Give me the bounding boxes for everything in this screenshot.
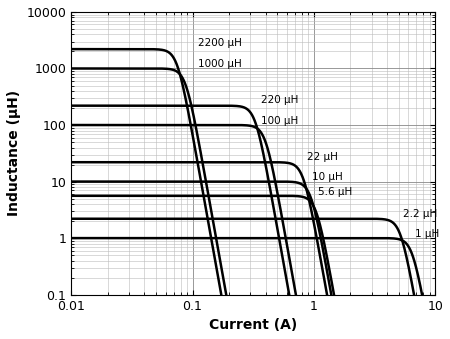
Text: 1 μH: 1 μH — [415, 229, 439, 239]
Text: 5.6 μH: 5.6 μH — [318, 187, 352, 197]
Text: 100 μH: 100 μH — [261, 116, 299, 125]
X-axis label: Current (A): Current (A) — [209, 318, 297, 332]
Text: 22 μH: 22 μH — [307, 152, 338, 162]
Y-axis label: Inductance (μH): Inductance (μH) — [7, 90, 21, 216]
Text: 220 μH: 220 μH — [261, 95, 299, 105]
Text: 10 μH: 10 μH — [312, 172, 343, 182]
Text: 2.2 μH: 2.2 μH — [403, 209, 437, 219]
Text: 1000 μH: 1000 μH — [198, 59, 242, 69]
Text: 2200 μH: 2200 μH — [198, 38, 243, 48]
